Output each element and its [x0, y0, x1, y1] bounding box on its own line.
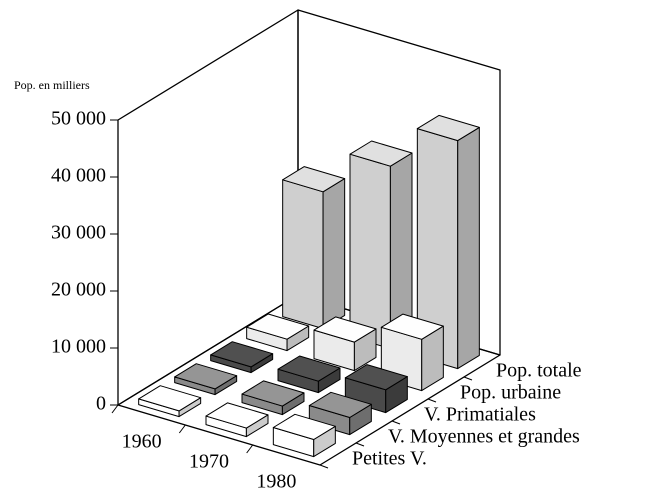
- y-tick-label: 0: [96, 393, 106, 415]
- bar: [174, 363, 238, 396]
- depth-tick: [463, 376, 473, 381]
- depth-tick: [391, 420, 401, 425]
- bar-top: [277, 355, 341, 382]
- x-tick-label: 1980: [256, 471, 296, 493]
- bar-front: [282, 179, 324, 330]
- bar-top: [272, 413, 336, 440]
- bar-top: [349, 140, 413, 167]
- depth-tick: [319, 464, 329, 469]
- bar-side: [322, 178, 346, 330]
- y-axis-label: Pop. en milliers: [14, 78, 90, 92]
- y-tick-label: 40 000: [51, 165, 106, 187]
- x-tick-label: 1970: [189, 451, 229, 473]
- bar-top: [416, 114, 480, 142]
- series-label: Petites V.: [352, 448, 427, 470]
- series-label: V. Moyennes et grandes: [388, 426, 580, 448]
- bar: [272, 413, 336, 458]
- bar: [241, 380, 305, 416]
- bar-top: [313, 316, 377, 343]
- bar-top: [138, 385, 202, 412]
- bar: [205, 402, 269, 438]
- y-tick-label: 50 000: [51, 108, 106, 130]
- depth-tick: [355, 442, 365, 447]
- bar-top: [174, 363, 238, 390]
- series-label: V. Primatiales: [424, 404, 536, 426]
- x-tick: [111, 404, 119, 414]
- y-tick-label: 20 000: [51, 279, 106, 301]
- x-tick: [178, 424, 186, 434]
- y-tick-label: 10 000: [51, 336, 106, 358]
- bar-top: [282, 166, 346, 193]
- series-label: Pop. totale: [496, 360, 582, 382]
- bar-side: [457, 126, 480, 370]
- bar: [246, 313, 310, 352]
- x-tick-label: 1960: [122, 431, 162, 453]
- bar-top: [308, 391, 372, 418]
- x-tick: [246, 444, 254, 454]
- bar-top: [205, 402, 269, 429]
- depth-tick: [427, 398, 437, 403]
- bar: [138, 385, 202, 418]
- y-tick-label: 30 000: [51, 222, 106, 244]
- bar: [277, 355, 341, 394]
- bar: [416, 114, 480, 370]
- bar: [349, 140, 413, 350]
- bar-top: [210, 341, 274, 368]
- bar: [282, 166, 346, 330]
- bar-top: [246, 313, 310, 340]
- series-label: Pop. urbaine: [460, 382, 561, 404]
- bar: [313, 316, 377, 372]
- bar: [344, 364, 408, 414]
- bar-front: [349, 153, 391, 350]
- bar-top: [380, 313, 444, 340]
- bar: [210, 341, 274, 374]
- bar-top: [344, 364, 408, 391]
- bar: [308, 391, 372, 436]
- bar-top: [241, 380, 305, 407]
